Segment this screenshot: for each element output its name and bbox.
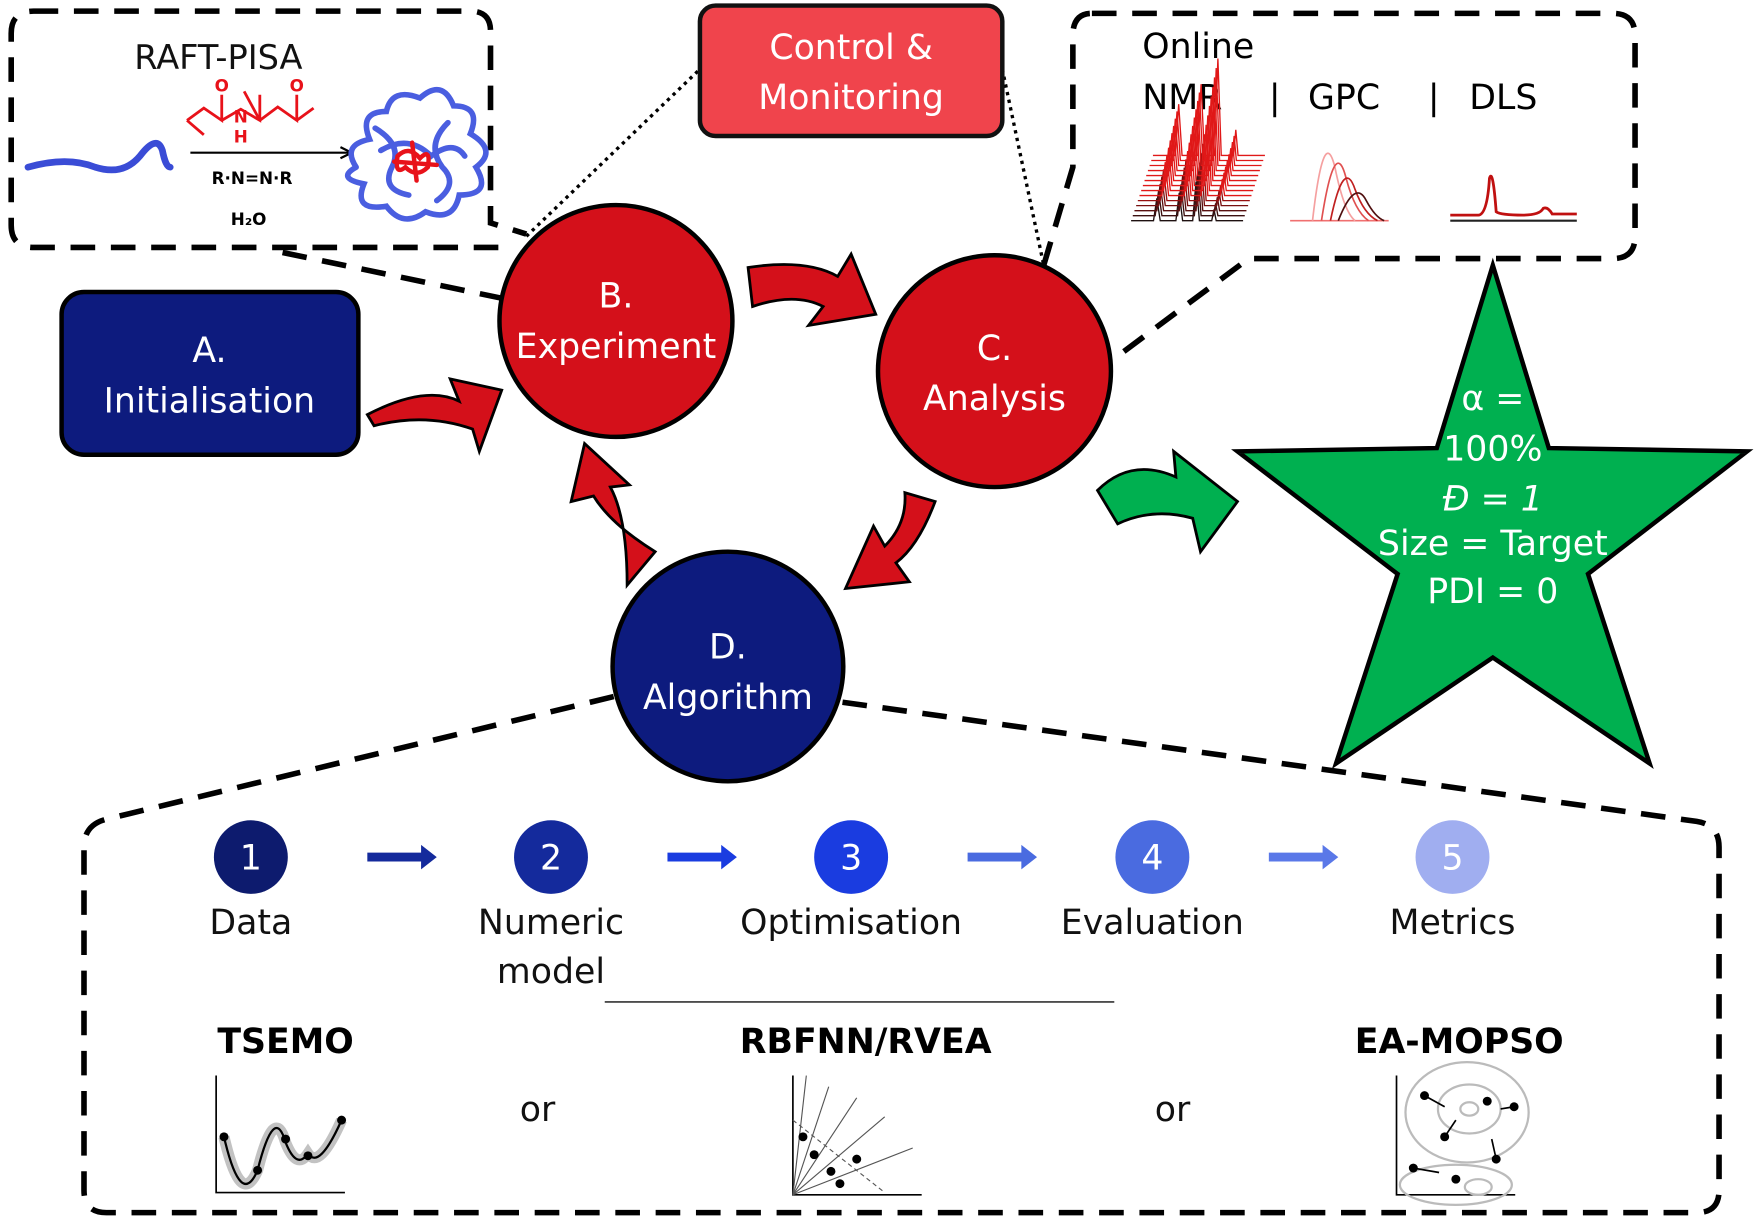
polymer-chain-icon <box>24 140 174 174</box>
gpc-traces-icon <box>1290 152 1389 222</box>
step-number: 3 <box>840 838 862 878</box>
step-label: Data <box>209 903 292 943</box>
hydrogen-label: H <box>234 127 248 147</box>
step-1: 1 Data <box>209 820 292 943</box>
arrow-c-to-target <box>1095 448 1240 555</box>
step-3: 3 Optimisation <box>740 820 962 943</box>
target-conversion: α = <box>1461 379 1524 419</box>
target-dispersity: Đ = 1 <box>1443 480 1543 520</box>
solvent-label: H₂O <box>231 209 267 229</box>
step-arrow-icon <box>367 844 437 870</box>
step-number: 5 <box>1441 838 1463 878</box>
step-number: 1 <box>240 838 262 878</box>
control-monitoring-box: Control & Monitoring <box>525 3 1046 266</box>
micelle-icon <box>344 86 489 222</box>
node-experiment: B. Experiment <box>497 202 735 440</box>
algorithm-panel <box>81 693 1722 1216</box>
target-star: α = 100% Đ = 1 Size = Target PDI = 0 <box>1231 257 1754 769</box>
algorithm-tsemo: TSEMO <box>217 1022 353 1062</box>
flow-arrows <box>365 251 1240 591</box>
step-label: Evaluation <box>1061 903 1244 943</box>
arrow-c-to-d <box>843 490 937 591</box>
dls-label: DLS <box>1469 78 1537 118</box>
step-number: 2 <box>540 838 562 878</box>
step-arrow-icon <box>1268 844 1339 870</box>
step-number: 4 <box>1141 838 1163 878</box>
tsemo-plot-icon <box>215 1075 347 1194</box>
node-algorithm: D. Algorithm <box>610 549 846 784</box>
online-analysis-panel: Online NMR | GPC | DLS <box>1041 10 1638 357</box>
algorithm-rbfnn-rvea: RBFNN/RVEA <box>740 1022 992 1062</box>
target-pdi: PDI = 0 <box>1427 572 1558 612</box>
online-title: Online <box>1142 27 1254 67</box>
node-d-letter: D. <box>709 628 747 668</box>
node-b-label: Experiment <box>516 327 717 367</box>
nmr-spectrum-line <box>1152 58 1265 157</box>
nitrogen-label: N <box>234 107 248 127</box>
step-label: Numeric <box>478 903 624 943</box>
node-initialisation: A. Initialisation <box>59 289 361 457</box>
control-label-line1: Control & <box>769 28 933 68</box>
arrow-d-to-b <box>569 440 658 589</box>
step-label: Optimisation <box>740 903 962 943</box>
arrow-a-to-b <box>365 377 504 456</box>
rvea-plot-icon <box>792 1075 922 1196</box>
step-5: 5 Metrics <box>1390 820 1516 943</box>
step-label-line2: model <box>497 952 605 992</box>
nmr-spectra-icon <box>1131 58 1265 222</box>
step-number-badge <box>514 820 588 894</box>
target-conversion-value: 100% <box>1443 429 1542 469</box>
step-2: 2 Numeric model <box>478 820 624 992</box>
node-analysis: C. Analysis <box>875 253 1114 490</box>
algorithm-steps: 1 Data 2 Numeric model 3 Optimisation 4 Evaluati… <box>209 820 1516 992</box>
step-number-badge <box>1115 820 1190 894</box>
step-arrow-icon <box>667 844 737 870</box>
raft-title: RAFT-PISA <box>134 38 302 77</box>
step-number-badge <box>213 820 288 894</box>
or-label: or <box>1155 1090 1191 1130</box>
separator: | <box>1428 78 1440 118</box>
initiator-label: R·N=N·R <box>212 168 293 188</box>
arrow-b-to-c <box>746 251 878 328</box>
node-c-label: Analysis <box>923 379 1066 419</box>
gpc-label: GPC <box>1308 78 1380 118</box>
raft-pisa-panel: RAFT-PISA O O N H R·N=N·R H₂O <box>8 8 528 302</box>
node-a-label: Initialisation <box>104 381 316 421</box>
control-label-line2: Monitoring <box>758 78 944 118</box>
separator: | <box>1269 78 1281 118</box>
oxygen-label: O <box>290 75 304 95</box>
step-arrow-icon <box>967 844 1038 870</box>
step-number-badge <box>1415 820 1490 894</box>
monomer-structure-icon <box>186 90 315 136</box>
step-label: Metrics <box>1390 903 1516 943</box>
step-4: 4 Evaluation <box>1061 820 1244 943</box>
dls-trace-icon <box>1450 174 1577 222</box>
oxygen-label: O <box>215 75 229 95</box>
node-d-label: Algorithm <box>643 678 813 718</box>
node-c-letter: C. <box>977 329 1012 369</box>
mopso-plot-icon <box>1395 1061 1530 1206</box>
algorithm-ea-mopso: EA-MOPSO <box>1355 1022 1564 1062</box>
node-b-letter: B. <box>599 277 634 317</box>
target-size: Size = Target <box>1378 524 1608 564</box>
or-label: or <box>520 1090 556 1130</box>
step-number-badge <box>814 820 889 894</box>
node-a-letter: A. <box>192 331 226 371</box>
